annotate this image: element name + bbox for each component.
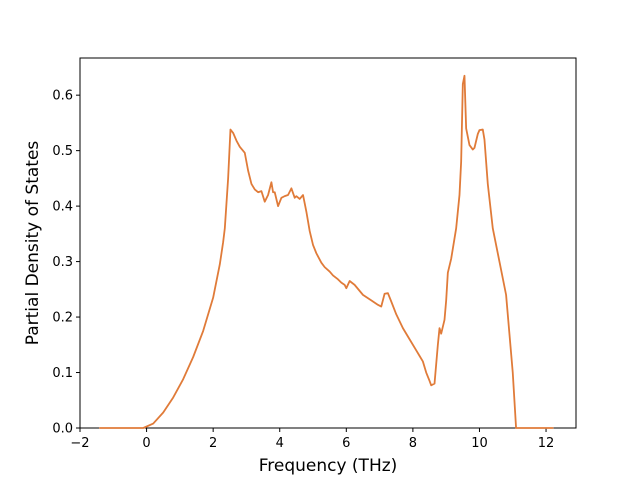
- y-tick-label: 0.6: [52, 89, 73, 104]
- y-tick-label: 0.3: [52, 255, 73, 270]
- y-axis-label: Partial Density of States: [23, 141, 43, 346]
- x-tick-label: 10: [471, 436, 488, 451]
- y-tick-label: 0.5: [52, 144, 73, 159]
- x-tick-label: 2: [209, 436, 217, 451]
- y-tick-label: 0.2: [52, 311, 73, 326]
- x-tick-label: 0: [142, 436, 150, 451]
- plot-frame: [79, 57, 577, 429]
- x-tick-label: −2: [70, 436, 89, 451]
- y-tick-label: 0.1: [52, 366, 73, 381]
- series-line-0: [99, 74, 554, 429]
- x-tick-label: 12: [538, 436, 555, 451]
- x-tick-label: 8: [409, 436, 417, 451]
- y-tick-label: 0.4: [52, 200, 73, 215]
- x-tick-label: 4: [276, 436, 284, 451]
- x-axis-ticks: −2 0 2 4 6 8 10 12: [70, 428, 554, 451]
- y-tick-label: 0.0: [52, 422, 73, 437]
- series-layer: [99, 74, 554, 429]
- y-axis-ticks: 0.0 0.1 0.2 0.3 0.4 0.5 0.6: [52, 89, 80, 437]
- x-axis-label: Frequency (THz): [259, 456, 398, 476]
- x-tick-label: 6: [342, 436, 350, 451]
